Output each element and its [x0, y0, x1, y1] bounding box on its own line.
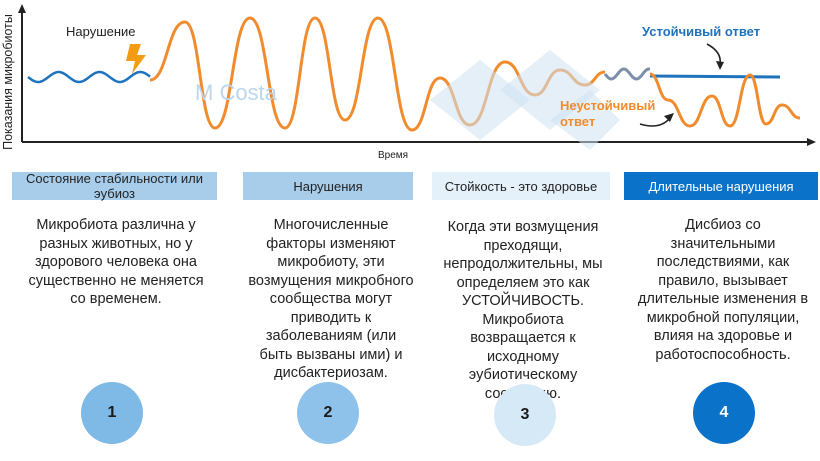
column-2-header: Нарушения	[243, 172, 413, 200]
stable-pointer-arrow	[706, 43, 722, 65]
watermark-text: M Costa	[195, 80, 277, 105]
unstable-response-label: Неустойчивый ответ	[560, 98, 656, 129]
column-3-header: Стойкость - это здоровье	[432, 172, 610, 200]
stable-response-line	[649, 74, 781, 79]
lightning-icon	[126, 44, 146, 74]
step-3-circle: 3	[494, 384, 556, 446]
y-axis-label: Показания микробиоты	[1, 14, 15, 150]
column-4-header: Длительные нарушения	[624, 172, 818, 200]
y-axis-arrow	[18, 4, 26, 13]
x-axis-arrow	[807, 138, 816, 146]
stable-response-label: Устойчивый ответ	[642, 24, 761, 39]
transition-wave-line	[603, 67, 651, 81]
step-4-circle: 4	[693, 382, 755, 444]
unstable-response-line	[649, 72, 801, 128]
step-1-circle: 1	[81, 382, 143, 444]
column-3-text: Когда эти возмущения преходящи, непродол…	[443, 219, 603, 402]
column-4-text: Дисбиоз со значительными последствиями, …	[637, 217, 809, 363]
stable-pointer-arrowhead	[716, 61, 724, 70]
x-axis-label: Время	[378, 150, 409, 161]
step-2-circle: 2	[297, 382, 359, 444]
column-1-header: Состояние стабильности или эубиоз	[12, 171, 217, 201]
column-2-text: Многочисленные факторы изменяют микробио…	[248, 217, 414, 381]
unstable-pointer-arrowhead	[664, 113, 674, 122]
column-1-text: Микробиота различна у разных животных, н…	[28, 217, 204, 307]
disturbance-label: Нарушение	[66, 24, 136, 39]
baseline-wave-line	[27, 70, 151, 84]
watermark-deco	[420, 40, 620, 160]
